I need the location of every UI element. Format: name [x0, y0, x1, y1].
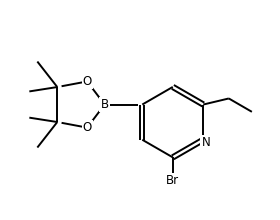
- Text: N: N: [202, 136, 211, 149]
- Text: B: B: [101, 98, 109, 111]
- Text: O: O: [83, 75, 92, 88]
- Text: O: O: [83, 121, 92, 134]
- Text: Br: Br: [166, 174, 179, 187]
